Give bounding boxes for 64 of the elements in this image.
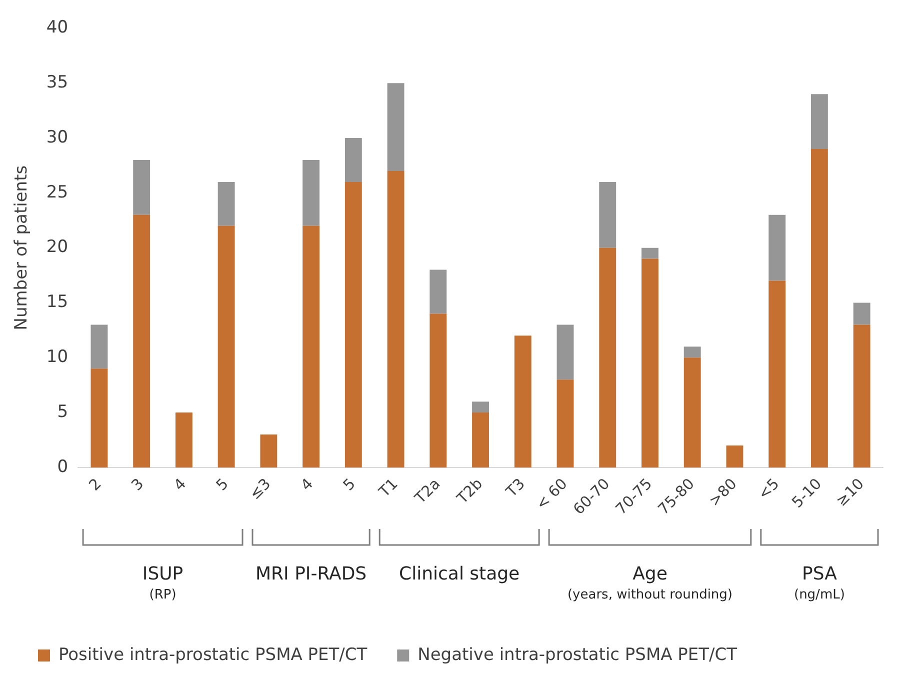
y-tick-label: 25 xyxy=(46,182,68,202)
bar xyxy=(472,402,489,413)
bar xyxy=(218,182,235,226)
y-tick-label: 5 xyxy=(57,402,68,422)
y-tick-label: 40 xyxy=(46,18,68,38)
x-tick-label: T2b xyxy=(452,474,486,508)
text: Clinical stage xyxy=(399,564,520,585)
bar xyxy=(684,346,701,358)
legend-label: Positive intra-prostatic PSMA PET/CT xyxy=(58,644,368,665)
bar xyxy=(472,412,489,468)
x-tick-label: T3 xyxy=(502,474,528,502)
bar xyxy=(853,324,870,468)
bar xyxy=(344,182,362,468)
bar xyxy=(599,182,616,248)
legend-label: Negative intra-prostatic PSMA PET/CT xyxy=(418,644,738,665)
x-tick-label: 4 xyxy=(297,474,317,494)
bar xyxy=(344,138,362,182)
bar xyxy=(768,280,786,468)
bar xyxy=(430,314,447,468)
x-tick-label: 4 xyxy=(170,474,190,494)
bar xyxy=(599,248,616,468)
x-tick-label: <5 xyxy=(754,474,783,504)
y-axis-title: Number of patients xyxy=(12,165,32,330)
bar xyxy=(556,380,574,468)
bar xyxy=(90,324,108,369)
y-tick-label: 20 xyxy=(46,237,68,258)
bar xyxy=(302,160,320,226)
bar xyxy=(684,358,701,468)
x-tick-label: 5 xyxy=(340,474,359,494)
y-tick-label: 0 xyxy=(57,456,68,477)
bar xyxy=(387,170,404,468)
bar xyxy=(642,258,658,468)
text: Age (years, without rounding) xyxy=(567,564,733,602)
text: ISUP (RP) xyxy=(142,564,184,602)
bar xyxy=(642,248,658,259)
bar xyxy=(218,226,235,468)
x-tick-label: ≤3 xyxy=(246,474,274,504)
y-tick-label: 15 xyxy=(46,292,68,312)
bar xyxy=(302,226,320,468)
y-tick-label: 35 xyxy=(46,72,68,93)
bar xyxy=(430,270,447,314)
bar xyxy=(387,83,404,171)
bar xyxy=(90,368,108,468)
y-tick-label: 30 xyxy=(46,127,68,148)
bar xyxy=(768,214,786,281)
x-tick-label: < 60 xyxy=(532,474,571,514)
bar xyxy=(810,94,828,149)
bar xyxy=(556,324,574,380)
text: MRI PI-RADS xyxy=(255,564,367,585)
text: PSA (ng/mL) xyxy=(794,564,845,602)
x-tick-label: T1 xyxy=(374,474,402,502)
x-tick-label: T2a xyxy=(410,474,444,508)
bar xyxy=(726,445,744,468)
bar xyxy=(133,214,150,468)
bar xyxy=(514,336,532,468)
x-tick-label: 5 xyxy=(212,474,232,494)
bar xyxy=(133,160,150,215)
bar xyxy=(853,302,870,325)
x-tick-label: 3 xyxy=(128,474,148,494)
bar xyxy=(810,148,828,468)
bar xyxy=(175,412,192,468)
x-tick-label: 2 xyxy=(85,474,105,494)
y-tick-label: 10 xyxy=(46,347,68,368)
bar xyxy=(260,434,278,468)
